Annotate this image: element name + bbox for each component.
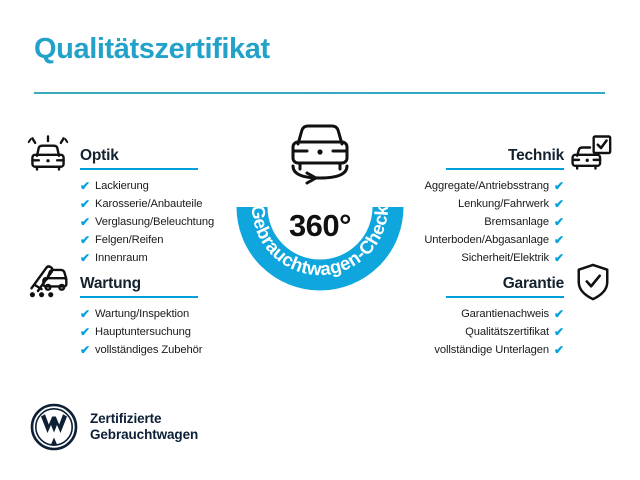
list-item: Bremsanlage ✔ xyxy=(434,213,564,231)
check-icon: ✔ xyxy=(80,307,90,321)
list-item: ✔ Lackierung xyxy=(80,177,205,195)
list-item-label: Felgen/Reifen xyxy=(94,234,164,246)
list-item: ✔ Wartung/Inspektion xyxy=(80,305,205,323)
list-item-label: Bremsanlage xyxy=(484,216,550,228)
check-icon: ✔ xyxy=(554,197,564,211)
check-icon: ✔ xyxy=(80,197,90,211)
check-icon: ✔ xyxy=(80,233,90,247)
list-item-label: Unterboden/Abgasanlage xyxy=(424,234,550,246)
section-wartung-divider xyxy=(80,296,198,298)
check-icon: ✔ xyxy=(554,343,564,357)
section-wartung: Wartung ✔ Wartung/Inspektion ✔ Hauptunte… xyxy=(80,268,205,375)
list-item: ✔ Verglasung/Beleuchtung xyxy=(80,213,214,231)
footer-logo-text: Zertifizierte Gebrauchtwagen xyxy=(90,411,198,443)
list-item: ✔ vollständiges Zubehör xyxy=(80,341,205,359)
list-item-label: Karosserie/Anbauteile xyxy=(94,198,203,210)
section-wartung-header: Wartung xyxy=(80,268,205,298)
wrench-car-service-icon xyxy=(26,260,70,300)
badge-center-label: 360° xyxy=(288,208,352,243)
shield-check-icon xyxy=(574,262,618,302)
section-wartung-title: Wartung xyxy=(80,275,141,292)
section-technik-list: Aggregate/Antriebsstrang ✔ Lenkung/Fahrw… xyxy=(424,177,565,267)
check-icon: ✔ xyxy=(554,307,564,321)
section-garantie: Garantie Garantienachweis ✔ Qualitätszer… xyxy=(434,268,564,375)
check-icon: ✔ xyxy=(554,233,564,247)
badge-360-gebrauchtwagen-check: Gebrauchtwagen-Check 360° xyxy=(225,112,415,302)
list-item-label: Hauptuntersuchung xyxy=(94,326,191,338)
list-item-label: Lackierung xyxy=(94,180,149,192)
footer-logo-line2: Gebrauchtwagen xyxy=(90,427,199,442)
list-item-label: Garantienachweis xyxy=(461,308,550,320)
section-optik-title: Optik xyxy=(80,147,119,164)
section-optik-list: ✔ Lackierung ✔ Karosserie/Anbauteile ✔ V… xyxy=(80,177,214,267)
section-garantie-title: Garantie xyxy=(502,275,564,292)
check-icon: ✔ xyxy=(80,325,90,339)
list-item-label: vollständiges Zubehör xyxy=(94,344,203,356)
section-optik: Optik ✔ Lackierung ✔ Karosserie/Anbautei… xyxy=(80,140,214,283)
section-garantie-header: Garantie xyxy=(434,268,564,298)
list-item: Unterboden/Abgasanlage ✔ xyxy=(424,231,564,249)
section-technik: Technik Aggregate/Antriebsstrang ✔ Lenku… xyxy=(424,140,565,283)
list-item-label: Lenkung/Fahrwerk xyxy=(457,198,550,210)
check-icon: ✔ xyxy=(80,179,90,193)
list-item: Aggregate/Antriebsstrang ✔ xyxy=(425,177,565,195)
list-item-label: Verglasung/Beleuchtung xyxy=(94,216,215,228)
list-item-label: Innenraum xyxy=(94,252,148,264)
check-icon: ✔ xyxy=(554,179,564,193)
list-item-label: Sicherheit/Elektrik xyxy=(461,252,550,264)
badge-ring xyxy=(236,206,404,291)
section-wartung-list: ✔ Wartung/Inspektion ✔ Hauptuntersuchung… xyxy=(80,305,205,359)
section-technik-title: Technik xyxy=(507,147,564,164)
check-icon: ✔ xyxy=(554,251,564,265)
list-item: Sicherheit/Elektrik ✔ xyxy=(434,249,564,267)
list-item-label: Qualitätszertifikat xyxy=(465,326,550,338)
vw-logo xyxy=(30,403,78,451)
section-garantie-divider xyxy=(446,296,564,298)
car-front-lights-icon xyxy=(26,133,70,173)
section-technik-divider xyxy=(446,168,564,170)
check-icon: ✔ xyxy=(80,343,90,357)
section-technik-header: Technik xyxy=(434,140,564,170)
list-item: ✔ Hauptuntersuchung xyxy=(80,323,205,341)
check-icon: ✔ xyxy=(80,251,90,265)
car-rotation-360-icon xyxy=(291,124,349,185)
section-optik-divider xyxy=(80,168,198,170)
footer-logo-line1: Zertifizierte xyxy=(90,411,162,426)
list-item: ✔ Karosserie/Anbauteile xyxy=(80,195,205,213)
check-icon: ✔ xyxy=(554,215,564,229)
header-divider xyxy=(34,92,605,94)
page-title: Qualitätszertifikat xyxy=(34,33,270,65)
list-item: Lenkung/Fahrwerk ✔ xyxy=(434,195,564,213)
list-item-label: Aggregate/Antriebsstrang xyxy=(424,180,550,192)
section-optik-header: Optik xyxy=(80,140,205,170)
list-item-label: Wartung/Inspektion xyxy=(94,308,190,320)
footer-logo-block: Zertifizierte Gebrauchtwagen xyxy=(30,403,198,451)
check-icon: ✔ xyxy=(554,325,564,339)
list-item: Garantienachweis ✔ xyxy=(434,305,564,323)
list-item: ✔ Innenraum xyxy=(80,249,205,267)
section-garantie-list: Garantienachweis ✔ Qualitätszertifikat ✔… xyxy=(434,305,564,359)
car-checkbox-icon xyxy=(568,133,612,173)
list-item: vollständige Unterlagen ✔ xyxy=(434,341,564,359)
list-item: Qualitätszertifikat ✔ xyxy=(434,323,564,341)
list-item-label: vollständige Unterlagen xyxy=(434,344,550,356)
list-item: ✔ Felgen/Reifen xyxy=(80,231,205,249)
check-icon: ✔ xyxy=(80,215,90,229)
